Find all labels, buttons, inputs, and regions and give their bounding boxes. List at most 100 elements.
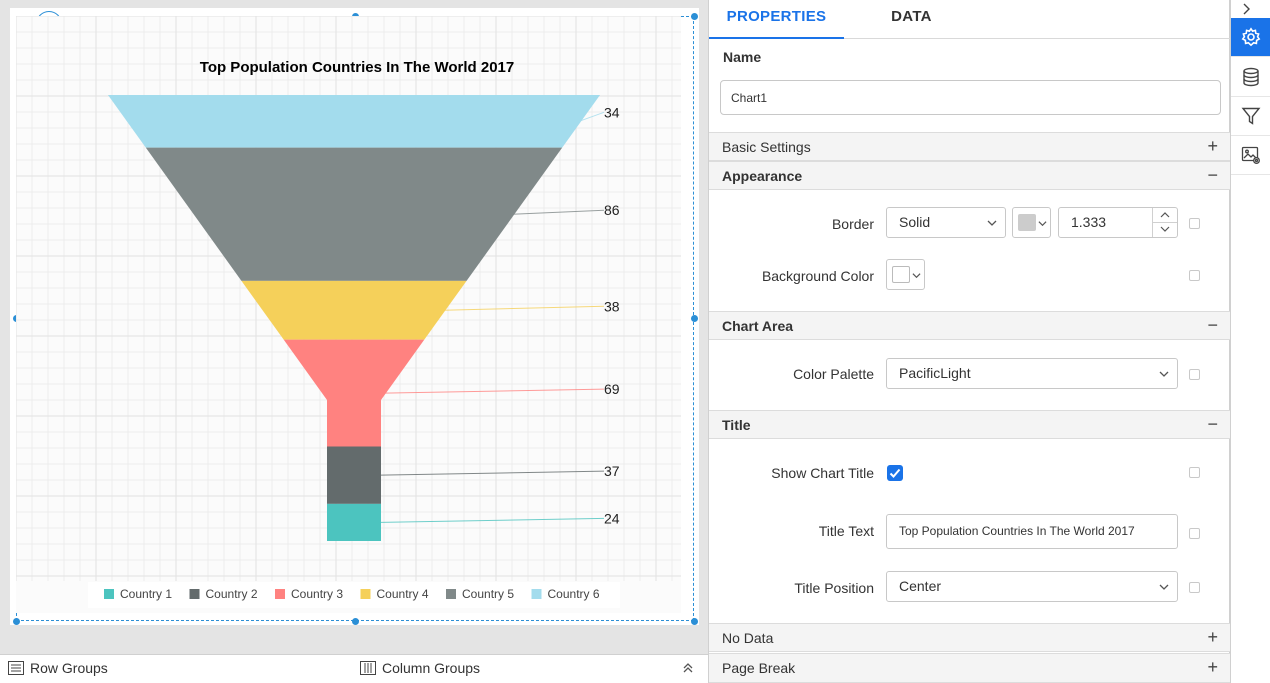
row-groups-icon — [8, 661, 24, 675]
image-settings-button[interactable] — [1231, 136, 1270, 175]
color-palette-dropdown[interactable]: PacificLight — [886, 358, 1178, 389]
row-groups-button[interactable]: Row Groups — [8, 660, 108, 676]
section-basic-settings[interactable]: Basic Settings + — [709, 132, 1230, 161]
title-position-value: Center — [899, 578, 942, 594]
title-position-label: Title Position — [794, 580, 874, 596]
collapse-minus-icon[interactable]: − — [1207, 315, 1218, 335]
expand-plus-icon[interactable]: + — [1207, 657, 1218, 677]
image-settings-icon — [1241, 146, 1260, 164]
section-page-break[interactable]: Page Break + — [709, 653, 1230, 683]
increment-icon[interactable] — [1160, 211, 1170, 219]
legend-item: Country 3 — [291, 587, 343, 601]
resize-handle-top-right[interactable] — [691, 13, 698, 20]
decrement-icon[interactable] — [1160, 225, 1170, 233]
funnel-segment-5 — [145, 147, 563, 281]
data-label-connector — [378, 470, 605, 476]
properties-settings-button[interactable] — [1231, 18, 1270, 57]
section-title-label: Title — [722, 417, 751, 433]
filter-button[interactable] — [1231, 97, 1270, 136]
panel-tabs: PROPERTIES DATA — [709, 0, 1230, 39]
title-text-override-checkbox[interactable] — [1189, 528, 1200, 539]
legend-swatch — [360, 589, 371, 599]
section-appearance-label: Appearance — [722, 168, 803, 184]
color-palette-label: Color Palette — [793, 366, 874, 382]
funnel-segment-6 — [108, 95, 600, 148]
data-label-connector — [378, 517, 605, 523]
background-color-swatch — [892, 266, 910, 283]
legend-swatch — [446, 589, 456, 599]
data-label-connector — [443, 305, 605, 311]
section-chart-area[interactable]: Chart Area − — [709, 311, 1230, 340]
legend-item: Country 4 — [377, 587, 429, 601]
resize-handle-right[interactable] — [691, 315, 698, 322]
column-groups-label: Column Groups — [382, 660, 481, 676]
funnel-segment-1 — [327, 503, 381, 541]
column-groups-button[interactable]: Column Groups — [360, 660, 480, 676]
row-groups-label: Row Groups — [30, 660, 108, 676]
border-style-value: Solid — [899, 214, 931, 230]
data-label: 69 — [604, 381, 620, 397]
section-appearance[interactable]: Appearance − — [709, 161, 1230, 190]
show-chart-title-checkbox[interactable] — [887, 465, 903, 481]
legend-item: Country 6 — [548, 587, 600, 601]
section-chart-area-label: Chart Area — [722, 318, 794, 334]
expand-up-icon[interactable] — [682, 662, 694, 674]
show-title-override-checkbox[interactable] — [1189, 467, 1200, 478]
border-width-input[interactable]: 1.333 — [1058, 207, 1178, 238]
data-label-connector — [383, 388, 605, 394]
background-override-checkbox[interactable] — [1189, 270, 1200, 281]
resize-handle-bottom-right[interactable] — [691, 618, 698, 625]
collapse-minus-icon[interactable]: − — [1207, 165, 1218, 185]
border-style-dropdown[interactable]: Solid — [886, 207, 1006, 238]
background-color-picker[interactable] — [886, 259, 925, 290]
resize-handle-bottom-left[interactable] — [13, 618, 20, 625]
border-color-picker[interactable] — [1012, 207, 1051, 238]
show-chart-title-label: Show Chart Title — [771, 465, 874, 481]
name-label: Name — [723, 49, 762, 65]
expand-plus-icon[interactable]: + — [1207, 136, 1218, 156]
legend-item: Country 1 — [120, 587, 172, 601]
funnel-segment-2 — [327, 446, 381, 504]
section-no-data[interactable]: No Data + — [709, 623, 1230, 652]
collapse-chevron-icon[interactable] — [1239, 2, 1253, 16]
tab-properties[interactable]: PROPERTIES — [709, 0, 844, 39]
data-label: 34 — [604, 104, 620, 120]
background-color-label: Background Color — [761, 268, 874, 284]
border-override-checkbox[interactable] — [1189, 218, 1200, 229]
title-text-input[interactable]: Top Population Countries In The World 20… — [886, 514, 1178, 549]
side-toolbar — [1230, 0, 1270, 683]
design-area[interactable]: Top Population Countries In The World 20… — [0, 0, 709, 654]
legend-swatch — [531, 589, 542, 599]
column-groups-icon — [360, 661, 376, 675]
expand-plus-icon[interactable]: + — [1207, 627, 1218, 647]
database-icon — [1242, 67, 1259, 87]
palette-override-checkbox[interactable] — [1189, 369, 1200, 380]
chevron-down-icon — [912, 273, 921, 279]
legend-background — [88, 582, 620, 608]
data-label: 24 — [604, 510, 620, 526]
data-label-connector — [512, 209, 605, 215]
data-source-button[interactable] — [1231, 58, 1270, 97]
name-input[interactable] — [720, 80, 1221, 115]
resize-handle-bottom[interactable] — [352, 618, 359, 625]
color-palette-value: PacificLight — [899, 365, 971, 381]
funnel-chart[interactable]: Top Population Countries In The World 20… — [16, 16, 681, 613]
filter-icon — [1241, 107, 1260, 125]
collapse-minus-icon[interactable]: − — [1207, 414, 1218, 434]
chevron-down-icon — [987, 220, 997, 226]
legend-swatch — [189, 589, 200, 599]
title-position-dropdown[interactable]: Center — [886, 571, 1178, 602]
numeric-stepper[interactable] — [1152, 208, 1177, 237]
section-title[interactable]: Title − — [709, 410, 1230, 439]
report-body[interactable]: Top Population Countries In The World 20… — [10, 8, 699, 625]
title-text-value: Top Population Countries In The World 20… — [899, 524, 1135, 538]
title-position-override-checkbox[interactable] — [1189, 582, 1200, 593]
legend-item: Country 2 — [206, 587, 258, 601]
legend-item: Country 5 — [462, 587, 514, 601]
tab-data[interactable]: DATA — [891, 8, 932, 25]
section-basic-settings-label: Basic Settings — [722, 139, 811, 155]
chevron-down-icon — [1159, 371, 1169, 377]
legend-swatch — [104, 589, 114, 599]
border-color-swatch — [1018, 214, 1036, 231]
